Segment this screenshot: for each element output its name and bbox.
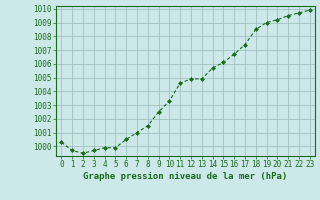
X-axis label: Graphe pression niveau de la mer (hPa): Graphe pression niveau de la mer (hPa) xyxy=(84,172,288,181)
